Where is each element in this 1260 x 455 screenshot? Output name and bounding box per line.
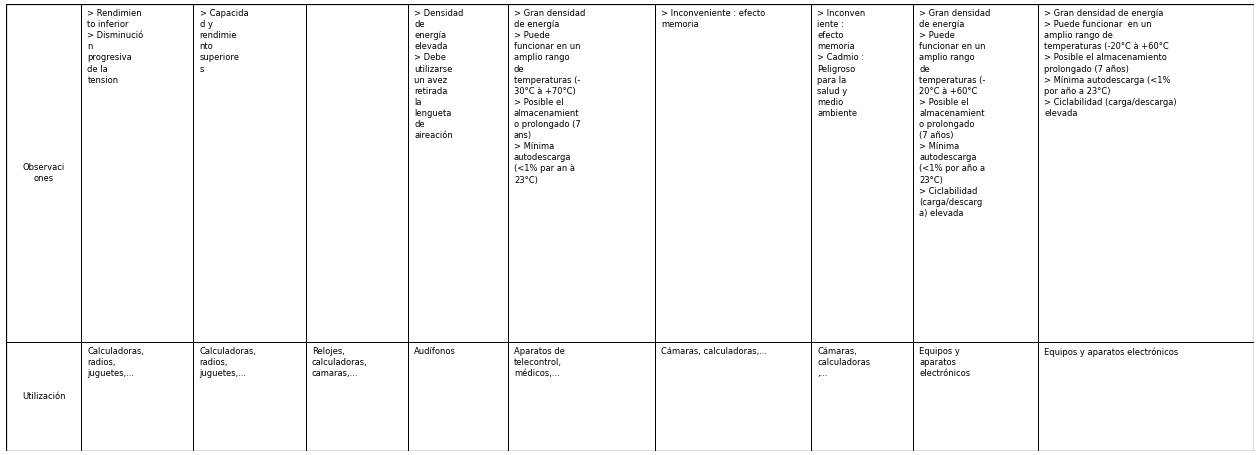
Bar (914, 4, 1038, 342)
Text: Equipos y aparatos electrónicos: Equipos y aparatos electrónicos (1045, 347, 1178, 357)
Text: Utilización: Utilización (21, 392, 66, 401)
Bar (1038, 342, 1254, 451)
Bar (6, 342, 81, 451)
Bar (6, 4, 81, 342)
Text: Audífonos: Audífonos (415, 347, 456, 356)
Text: Relojes,
calculadoras,
camaras,...: Relojes, calculadoras, camaras,... (312, 347, 368, 378)
Bar (655, 4, 811, 342)
Bar (81, 342, 194, 451)
Text: > Gran densidad
de energía
> Puede
funcionar en un
amplio rango
de
temperaturas : > Gran densidad de energía > Puede funci… (514, 9, 586, 185)
Text: Calculadoras,
radios,
juguetes,...: Calculadoras, radios, juguetes,... (87, 347, 145, 378)
Text: > Capacida
d y
rendimie
nto
superiore
s: > Capacida d y rendimie nto superiore s (199, 9, 248, 74)
Bar (408, 342, 508, 451)
Text: Cámaras,
calculadoras
,...: Cámaras, calculadoras ,... (816, 347, 871, 378)
Text: > Gran densidad
de energía
> Puede
funcionar en un
amplio rango
de
temperaturas : > Gran densidad de energía > Puede funci… (920, 9, 990, 218)
Bar (194, 342, 306, 451)
Text: > Inconven
iente :
efecto
memoria
> Cadmio :
Peligroso
para la
salud y
medio
amb: > Inconven iente : efecto memoria > Cadm… (816, 9, 866, 118)
Bar (1038, 4, 1254, 342)
Bar (811, 4, 914, 342)
Text: Aparatos de
telecontrol,
médicos,...: Aparatos de telecontrol, médicos,... (514, 347, 564, 378)
Bar (508, 4, 655, 342)
Bar (306, 4, 408, 342)
Text: Observaci
ones: Observaci ones (23, 162, 64, 183)
Text: > Inconveniente : efecto
memoria: > Inconveniente : efecto memoria (662, 9, 765, 29)
Text: > Rendimien
to inferior
> Disminució
n
progresiva
de la
tension: > Rendimien to inferior > Disminució n p… (87, 9, 144, 85)
Bar (81, 4, 194, 342)
Text: > Densidad
de
energía
elevada
> Debe
utilizarse
un avez
retirada
la
lengueta
de
: > Densidad de energía elevada > Debe uti… (415, 9, 464, 140)
Bar (655, 342, 811, 451)
Text: Calculadoras,
radios,
juguetes,...: Calculadoras, radios, juguetes,... (199, 347, 257, 378)
Bar (306, 342, 408, 451)
Text: > Gran densidad de energía
> Puede funcionar  en un
amplio rango de
temperaturas: > Gran densidad de energía > Puede funci… (1045, 9, 1177, 118)
Text: Cámaras, calculadoras,...: Cámaras, calculadoras,... (662, 347, 767, 356)
Text: Equipos y
aparatos
electrónicos: Equipos y aparatos electrónicos (920, 347, 970, 378)
Bar (508, 342, 655, 451)
Bar (914, 342, 1038, 451)
Bar (408, 4, 508, 342)
Bar (811, 342, 914, 451)
Bar (194, 4, 306, 342)
